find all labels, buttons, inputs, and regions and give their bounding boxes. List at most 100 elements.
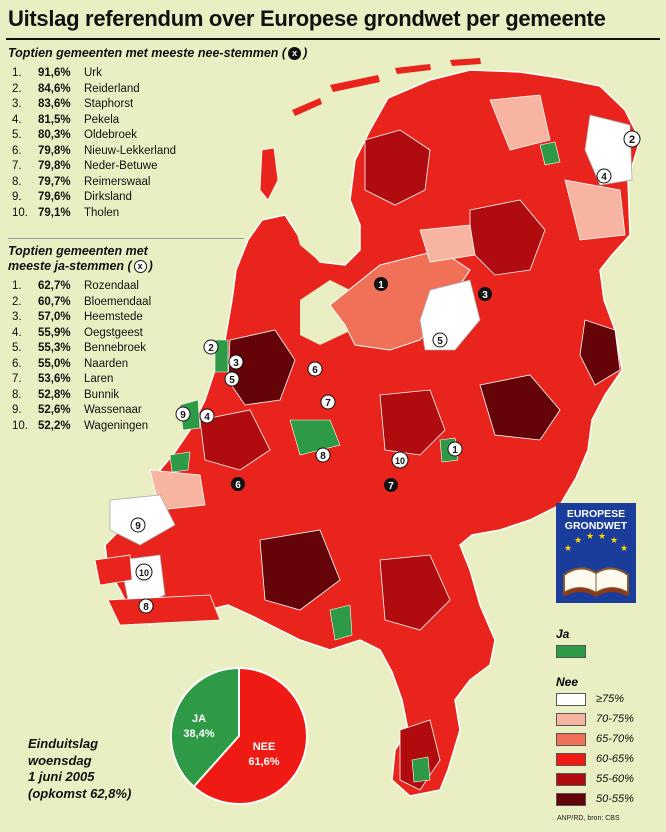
- ja-top10-pct: 52,2%: [38, 419, 71, 432]
- region-white-1: [584, 114, 633, 186]
- legend-class-swatch: [556, 692, 586, 706]
- ja-top10-rank: 7.: [12, 373, 22, 385]
- ja-top10-rank: 8.: [12, 388, 22, 401]
- ja-top10-rank: 9.: [12, 404, 22, 416]
- pie-slice-ja: [170, 666, 240, 789]
- europese-grondwet-logo: EUROPESE GRONDWET ★★ ★ ★ ★★: [556, 503, 636, 603]
- region-dark-4: [379, 389, 446, 456]
- nee-top10-pct: 83,6%: [38, 98, 71, 110]
- wadden-vlieland: [292, 98, 322, 116]
- legend-class-swatch: [556, 752, 586, 766]
- nee-top10-pct: 80,3%: [38, 129, 71, 141]
- ja-top10-name: Wassenaar: [84, 404, 142, 416]
- zeeland-flanders: [107, 594, 221, 626]
- nee-marker-2: 2: [623, 130, 641, 148]
- ja-top10-row: 3. 57,0% Heemstede: [8, 310, 153, 326]
- nee-marker-7: 7: [384, 478, 398, 492]
- svg-text:10: 10: [395, 456, 405, 466]
- ja-top10-row: 6. 55,0% Naarden: [8, 357, 153, 373]
- ja-top10-pct: 52,8%: [38, 388, 71, 401]
- ja-marker-5: 5: [224, 371, 240, 387]
- nee-top10-name: Reiderland: [84, 82, 140, 95]
- nee-marker-6: 6: [231, 477, 245, 491]
- ja-top10-row: 7. 53,6% Laren: [8, 372, 153, 388]
- ja-top10-row: 9. 52,6% Wassenaar: [8, 403, 153, 419]
- wadden-texel: [259, 147, 279, 201]
- ja-top10-list: Toptien gemeenten met meeste ja-stemmen …: [8, 244, 153, 434]
- legend-ja-label: Ja: [556, 627, 570, 641]
- nee-top10-rank: 2.: [12, 82, 22, 95]
- result-pie-chart: JA 38,4% NEE 61,6%: [170, 666, 308, 805]
- svg-text:10: 10: [139, 568, 149, 578]
- legend-class-row: 60-65%: [556, 749, 634, 769]
- ja-top10-rank: 4.: [12, 326, 22, 339]
- ja-top10-heading-close: ): [148, 259, 153, 273]
- svg-text:5: 5: [229, 375, 235, 386]
- ja-top10-rows: 1. 62,7% Rozendaal 2. 60,7% Bloemendaal 3. 57,0…: [8, 279, 153, 434]
- ja-top10-rank: 6.: [12, 357, 22, 370]
- ja-marker-icon: x: [133, 260, 147, 274]
- nee-top10-pct: 79,7%: [38, 175, 71, 188]
- ja-top10-name: Naarden: [84, 357, 129, 370]
- nee-top10-row: 6. 79,8% Nieuw-Lekkerland: [8, 144, 307, 160]
- ja-top10-name: Laren: [84, 373, 114, 385]
- nee-marker-5: 5: [432, 332, 448, 348]
- nee-top10-row: 3. 83,6% Staphorst: [8, 97, 307, 113]
- legend-nee-label: Nee: [556, 675, 579, 689]
- svg-text:6: 6: [235, 480, 241, 491]
- region-pink-4: [419, 224, 476, 263]
- legend-class-label: 55-60%: [596, 773, 634, 785]
- final-result-caption: Einduitslag woensdag 1 juni 2005 (opkoms…: [28, 736, 131, 802]
- nee-marker-3: 3: [478, 287, 492, 301]
- nee-marker-icon: x: [288, 47, 302, 61]
- wadden-ameland: [395, 64, 431, 74]
- result-line4: (opkomst 62,8%): [28, 785, 132, 801]
- ja-marker-10: 10: [391, 451, 409, 469]
- nee-top10-row: 9. 79,6% Dirksland: [8, 190, 307, 206]
- ja-marker-9: 9: [175, 406, 191, 422]
- nee-top10-list: Toptien gemeenten met meeste nee-stemmen…: [8, 46, 307, 221]
- page-title: Uitslag referendum over Europese grondwe…: [8, 6, 606, 31]
- region-dark-6: [259, 529, 341, 611]
- wadden-terschelling: [330, 75, 380, 92]
- ja-top10-heading-text: meeste ja-stemmen (: [8, 259, 132, 273]
- list-divider: [8, 238, 244, 239]
- ja-top10-row: 4. 55,9% Oegstgeest: [8, 326, 153, 342]
- ja-top10-row: 1. 62,7% Rozendaal: [8, 279, 153, 295]
- legend: Ja Nee ≥75% 70-75% 65-70% 60-65% 55-60% 50-55…: [556, 627, 634, 809]
- ja-top10-name: Oegstgeest: [84, 326, 143, 339]
- nee-top10-pct: 84,6%: [38, 82, 71, 95]
- region-ja-6: [169, 451, 191, 473]
- svg-text:2: 2: [629, 134, 635, 146]
- pie-nee-label: NEE: [253, 741, 276, 753]
- ja-top10-pct: 55,9%: [38, 326, 71, 339]
- legend-class-swatch: [556, 732, 586, 746]
- ja-marker-8: 8: [315, 447, 331, 463]
- nee-top10-heading-close: ): [303, 46, 308, 60]
- ijsselmeer: [290, 195, 358, 262]
- region-ja-1: [539, 141, 561, 166]
- ja-markers: 1 2 3 4 5 6 7 8 9 10: [175, 339, 463, 469]
- svg-text:3: 3: [482, 290, 488, 301]
- nee-top10-heading-text: Toptien gemeenten met meeste nee-stemmen…: [8, 46, 287, 60]
- nee-top10-rank: 9.: [12, 191, 22, 203]
- legend-class-label: 70-75%: [596, 713, 634, 725]
- region-ja-4: [289, 419, 341, 456]
- nee-top10-name: Dirksland: [84, 191, 132, 203]
- ja-top10-rank: 1.: [12, 280, 22, 292]
- region-dark-7: [379, 554, 451, 631]
- logo-line1: EUROPESE: [567, 508, 625, 520]
- svg-text:9: 9: [180, 410, 186, 421]
- svg-text:★: ★: [610, 536, 618, 546]
- nee-top10-name: Neder-Betuwe: [84, 160, 158, 172]
- legend-class-row: 50-55%: [556, 789, 634, 809]
- nee-top10-rank: 8.: [12, 175, 22, 188]
- ja-top10-name: Wageningen: [84, 419, 149, 432]
- nee-top10-rank: 6.: [12, 144, 22, 157]
- legend-class-row: ≥75%: [556, 689, 634, 709]
- ja-marker-4: 4: [199, 408, 215, 424]
- nee-marker-9: 9: [130, 517, 146, 533]
- nee-top10-name: Urk: [84, 67, 102, 79]
- svg-text:4: 4: [204, 412, 210, 423]
